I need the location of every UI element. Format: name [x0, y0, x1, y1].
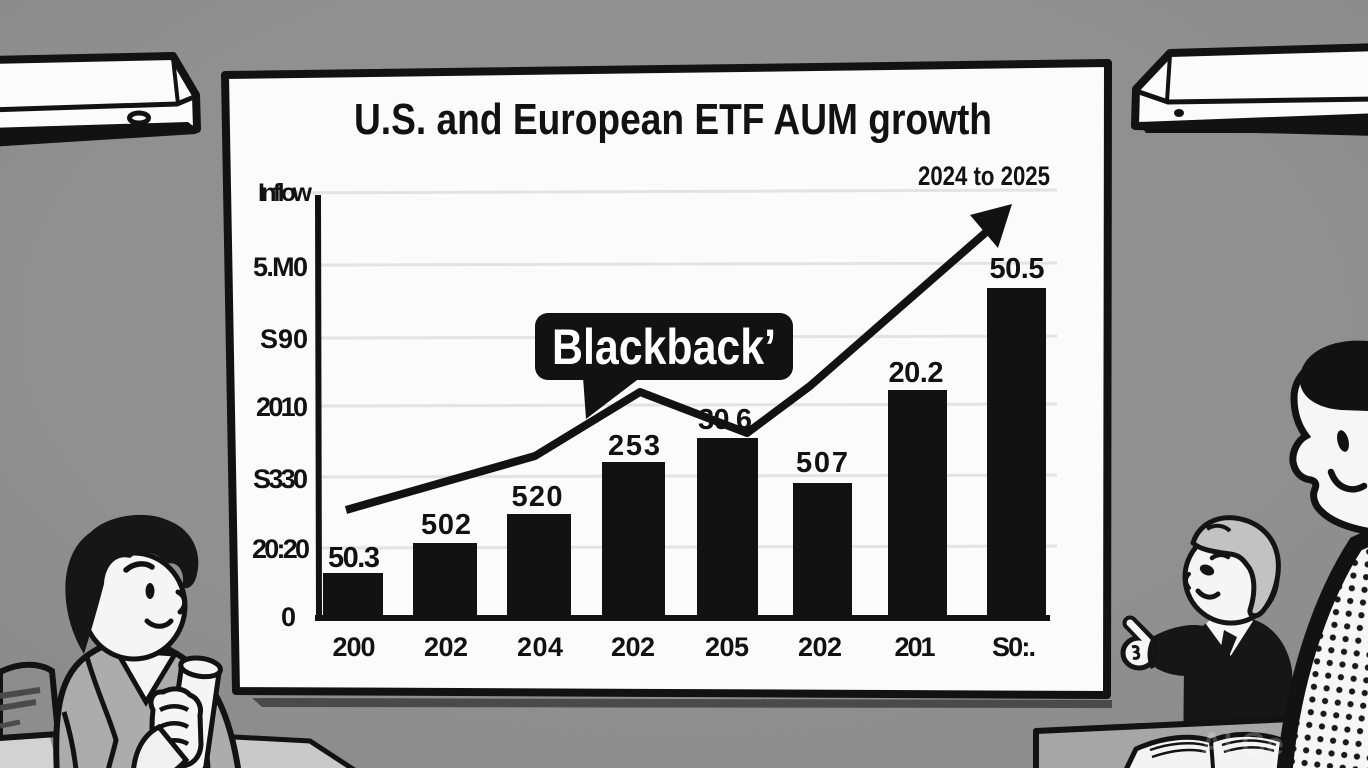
svg-text:202: 202	[611, 632, 655, 662]
svg-text:50.3: 50.3	[328, 542, 380, 574]
svg-text:502: 502	[421, 509, 471, 541]
svg-text:S0:.: S0:.	[992, 632, 1036, 662]
svg-text:Blackback’: Blackback’	[552, 319, 776, 375]
svg-text:200: 200	[333, 632, 376, 662]
svg-text:253: 253	[608, 430, 660, 462]
svg-text:S330: S330	[253, 464, 308, 494]
svg-text:AI Ge: AI Ge	[1200, 726, 1284, 762]
svg-text:S90: S90	[260, 324, 308, 354]
svg-text:Inflow: Inflow	[258, 179, 313, 207]
svg-text:2024 to 2025: 2024 to 2025	[918, 161, 1050, 191]
svg-text:202: 202	[424, 632, 468, 662]
svg-text:205: 205	[705, 632, 749, 662]
svg-text:2010: 2010	[256, 392, 308, 422]
svg-text:20:20: 20:20	[252, 534, 310, 564]
svg-text:507: 507	[796, 447, 848, 479]
svg-text:U.S. and European ETF AUM grow: U.S. and European ETF AUM growth	[354, 95, 992, 144]
svg-text:20.2: 20.2	[889, 357, 944, 389]
svg-text:202: 202	[798, 632, 842, 662]
svg-text:0: 0	[281, 602, 296, 632]
svg-text:201: 201	[895, 632, 936, 662]
svg-text:50.5: 50.5	[990, 253, 1045, 285]
svg-text:5.M0: 5.M0	[253, 252, 308, 282]
svg-text:520: 520	[512, 481, 563, 513]
svg-text:204: 204	[517, 632, 563, 662]
